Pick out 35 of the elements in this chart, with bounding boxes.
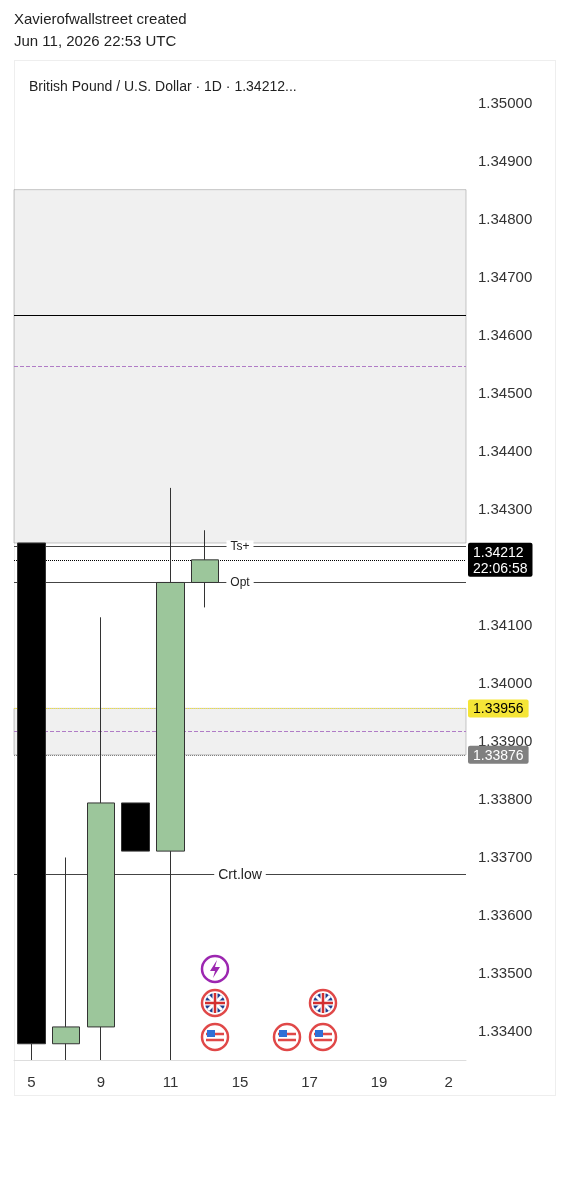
y-tick-label: 1.34300	[478, 500, 533, 518]
y-tick-label: 1.33800	[478, 790, 533, 808]
ref-line-label: 1.33956	[473, 700, 524, 717]
candlestick	[156, 487, 185, 1061]
ref-line-label: Opt	[230, 575, 251, 590]
text: Jun 11, 2026 22:53 UTC	[14, 31, 178, 51]
y-tick-label: 1.33600	[478, 906, 533, 924]
ref-line-label: Ts+	[230, 539, 250, 554]
x-tick-label: 19	[370, 1073, 388, 1090]
x-tick-label: 15	[231, 1073, 249, 1090]
ref-line-label: Crt.low	[218, 866, 263, 883]
x-tick-label: 11	[162, 1073, 179, 1090]
ref-line-label: 1.34212 22:06:58	[473, 543, 528, 576]
y-tick-label: 1.34700	[478, 268, 533, 286]
candlestick	[52, 857, 80, 1061]
y-tick-label: 1.34100	[478, 616, 533, 634]
y-tick-label: 1.33400	[478, 1022, 533, 1040]
candlestick	[87, 616, 115, 1061]
x-tick-label: 5	[27, 1073, 36, 1090]
text: Xavierofwallstreet created	[14, 9, 187, 29]
y-tick-label: 1.35000	[478, 94, 533, 112]
x-tick-label: 9	[96, 1073, 106, 1090]
y-tick-label: 1.34500	[478, 384, 533, 402]
y-tick-label: 1.34000	[478, 674, 533, 692]
y-tick-label: 1.34800	[478, 210, 533, 228]
x-tick-label: 2	[444, 1073, 453, 1090]
y-tick-label: 1.34400	[478, 442, 533, 460]
x-tick-label: 17	[301, 1073, 318, 1090]
candlestick	[121, 802, 150, 852]
y-tick-label: 1.34600	[478, 326, 533, 344]
y-tick-label: 1.33700	[478, 848, 533, 866]
candlestick	[191, 529, 219, 608]
y-tick-label: 1.34900	[478, 152, 533, 170]
text: British Pound / U.S. Dollar · 1D · 1.34212...	[29, 78, 297, 94]
y-tick-label: 1.33500	[478, 964, 533, 982]
